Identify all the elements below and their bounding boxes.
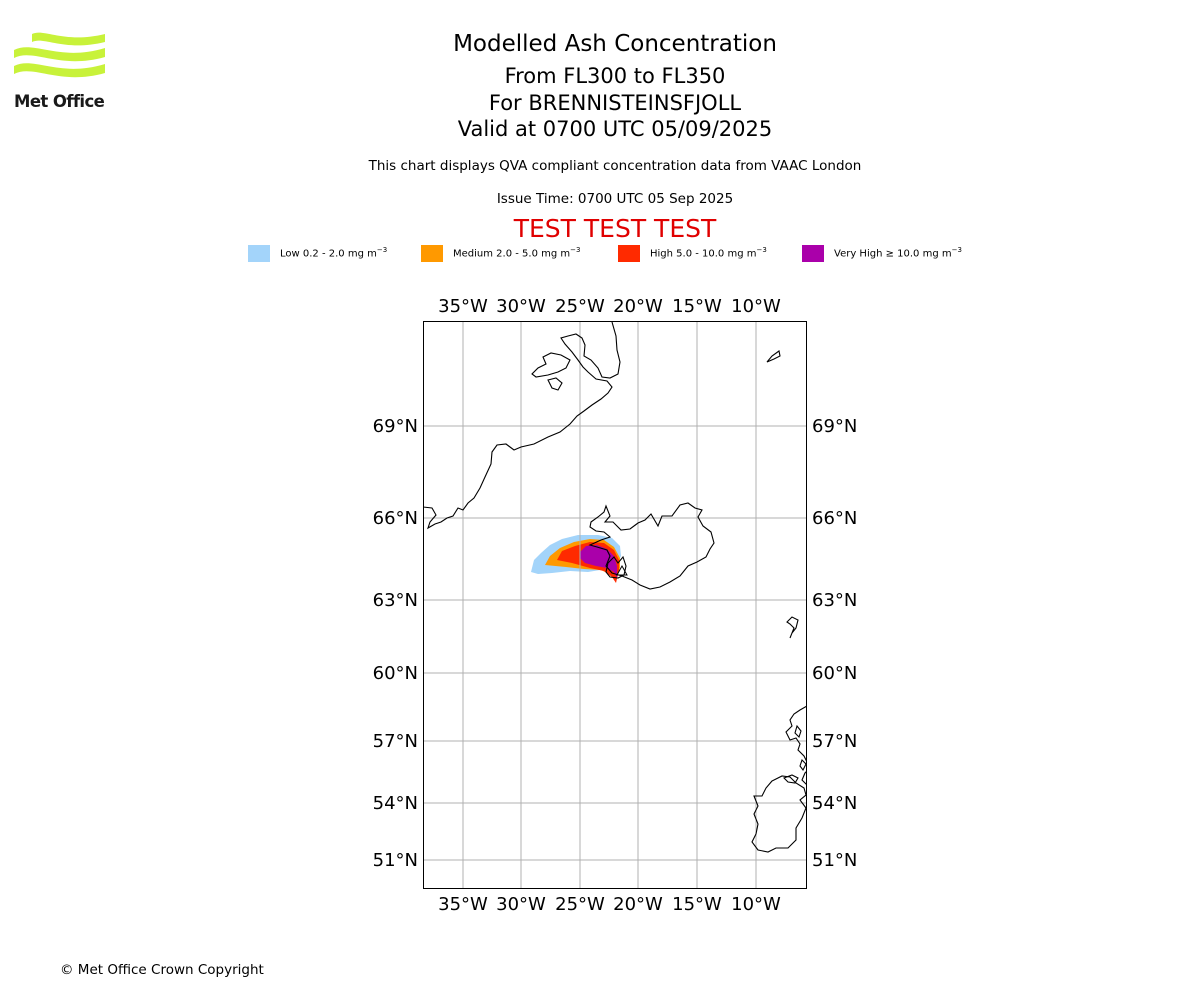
met-office-logo: Met Office xyxy=(14,30,108,112)
compliance-note: This chart displays QVA compliant concen… xyxy=(368,158,862,174)
lat-label-left-63n: 63°N xyxy=(373,590,418,611)
coastlines xyxy=(423,321,807,853)
lon-label-top-30w: 30°W xyxy=(496,296,546,317)
lon-label-bottom-35w: 35°W xyxy=(438,894,488,915)
coastline-greenland xyxy=(423,321,621,530)
lat-label-right-60n: 60°N xyxy=(812,663,857,684)
coastline-iceland xyxy=(588,502,715,590)
volcano-name: For BRENNISTEINSFJOLL xyxy=(488,91,742,115)
legend-label-very-high: Very High ≥ 10.0 mg m xyxy=(834,248,952,260)
ash-zone-very-high xyxy=(580,545,617,578)
flight-levels: From FL300 to FL350 xyxy=(504,64,726,88)
lon-label-top-20w: 20°W xyxy=(613,296,663,317)
volcano-marker xyxy=(616,564,628,576)
coastline-hebrides xyxy=(794,724,807,772)
lat-labels-right: 69°N 66°N 63°N 60°N 57°N 54°N 51°N xyxy=(812,416,857,871)
legend-label-low: Low 0.2 - 2.0 mg m xyxy=(280,248,377,260)
coastline-greenland-island xyxy=(547,377,563,391)
lon-label-top-25w: 25°W xyxy=(555,296,605,317)
legend-swatch-very-high xyxy=(802,245,824,262)
coastline-jan-mayen xyxy=(766,350,781,363)
lon-label-top-15w: 15°W xyxy=(672,296,722,317)
lat-labels-left: 69°N 66°N 63°N 60°N 57°N 54°N 51°N xyxy=(373,416,418,871)
coastline-northern-ireland xyxy=(783,774,799,784)
lat-label-left-69n: 69°N xyxy=(373,416,418,437)
copyright: © Met Office Crown Copyright xyxy=(60,962,264,978)
lon-label-bottom-25w: 25°W xyxy=(555,894,605,915)
lon-label-bottom-10w: 10°W xyxy=(731,894,781,915)
lon-labels-bottom: 35°W 30°W 25°W 20°W 15°W 10°W xyxy=(438,894,781,915)
lat-label-right-69n: 69°N xyxy=(812,416,857,437)
coastline-scotland xyxy=(785,705,807,763)
lat-label-right-54n: 54°N xyxy=(812,793,857,814)
lon-label-top-10w: 10°W xyxy=(731,296,781,317)
legend: Low 0.2 - 2.0 mg m−3 Medium 2.0 - 5.0 mg… xyxy=(0,244,1200,266)
lat-label-left-51n: 51°N xyxy=(373,850,418,871)
lat-label-left-66n: 66°N xyxy=(373,508,418,529)
valid-time: Valid at 0700 UTC 05/09/2025 xyxy=(457,117,773,141)
lat-label-left-57n: 57°N xyxy=(373,731,418,752)
met-office-wave-icon xyxy=(14,32,105,78)
lon-label-bottom-15w: 15°W xyxy=(672,894,722,915)
legend-label-high: High 5.0 - 10.0 mg m xyxy=(650,248,757,260)
lat-label-right-51n: 51°N xyxy=(812,850,857,871)
coastline-ireland xyxy=(751,775,807,853)
lat-label-right-57n: 57°N xyxy=(812,731,857,752)
legend-label-medium: Medium 2.0 - 5.0 mg m xyxy=(453,248,571,260)
lon-label-top-35w: 35°W xyxy=(438,296,488,317)
chart-title: Modelled Ash Concentration xyxy=(453,31,777,57)
lon-label-bottom-20w: 20°W xyxy=(613,894,663,915)
lon-labels-top: 35°W 30°W 25°W 20°W 15°W 10°W xyxy=(438,296,781,317)
legend-swatch-high xyxy=(618,245,640,262)
lat-label-left-54n: 54°N xyxy=(373,793,418,814)
coastline-greenland-fjord xyxy=(531,352,571,378)
coastline-faroe xyxy=(786,616,799,639)
graticule xyxy=(423,321,807,889)
ash-zones xyxy=(531,535,621,583)
issue-time: Issue Time: 0700 UTC 05 Sep 2025 xyxy=(496,191,734,207)
lat-label-right-63n: 63°N xyxy=(812,590,857,611)
test-banner: TEST TEST TEST xyxy=(513,214,717,243)
lat-label-left-60n: 60°N xyxy=(373,663,418,684)
met-office-logo-text: Met Office xyxy=(14,92,105,111)
legend-swatch-low xyxy=(248,245,270,262)
map-frame xyxy=(423,321,807,889)
legend-swatch-medium xyxy=(421,245,443,262)
lat-label-right-66n: 66°N xyxy=(812,508,857,529)
lon-label-bottom-30w: 30°W xyxy=(496,894,546,915)
